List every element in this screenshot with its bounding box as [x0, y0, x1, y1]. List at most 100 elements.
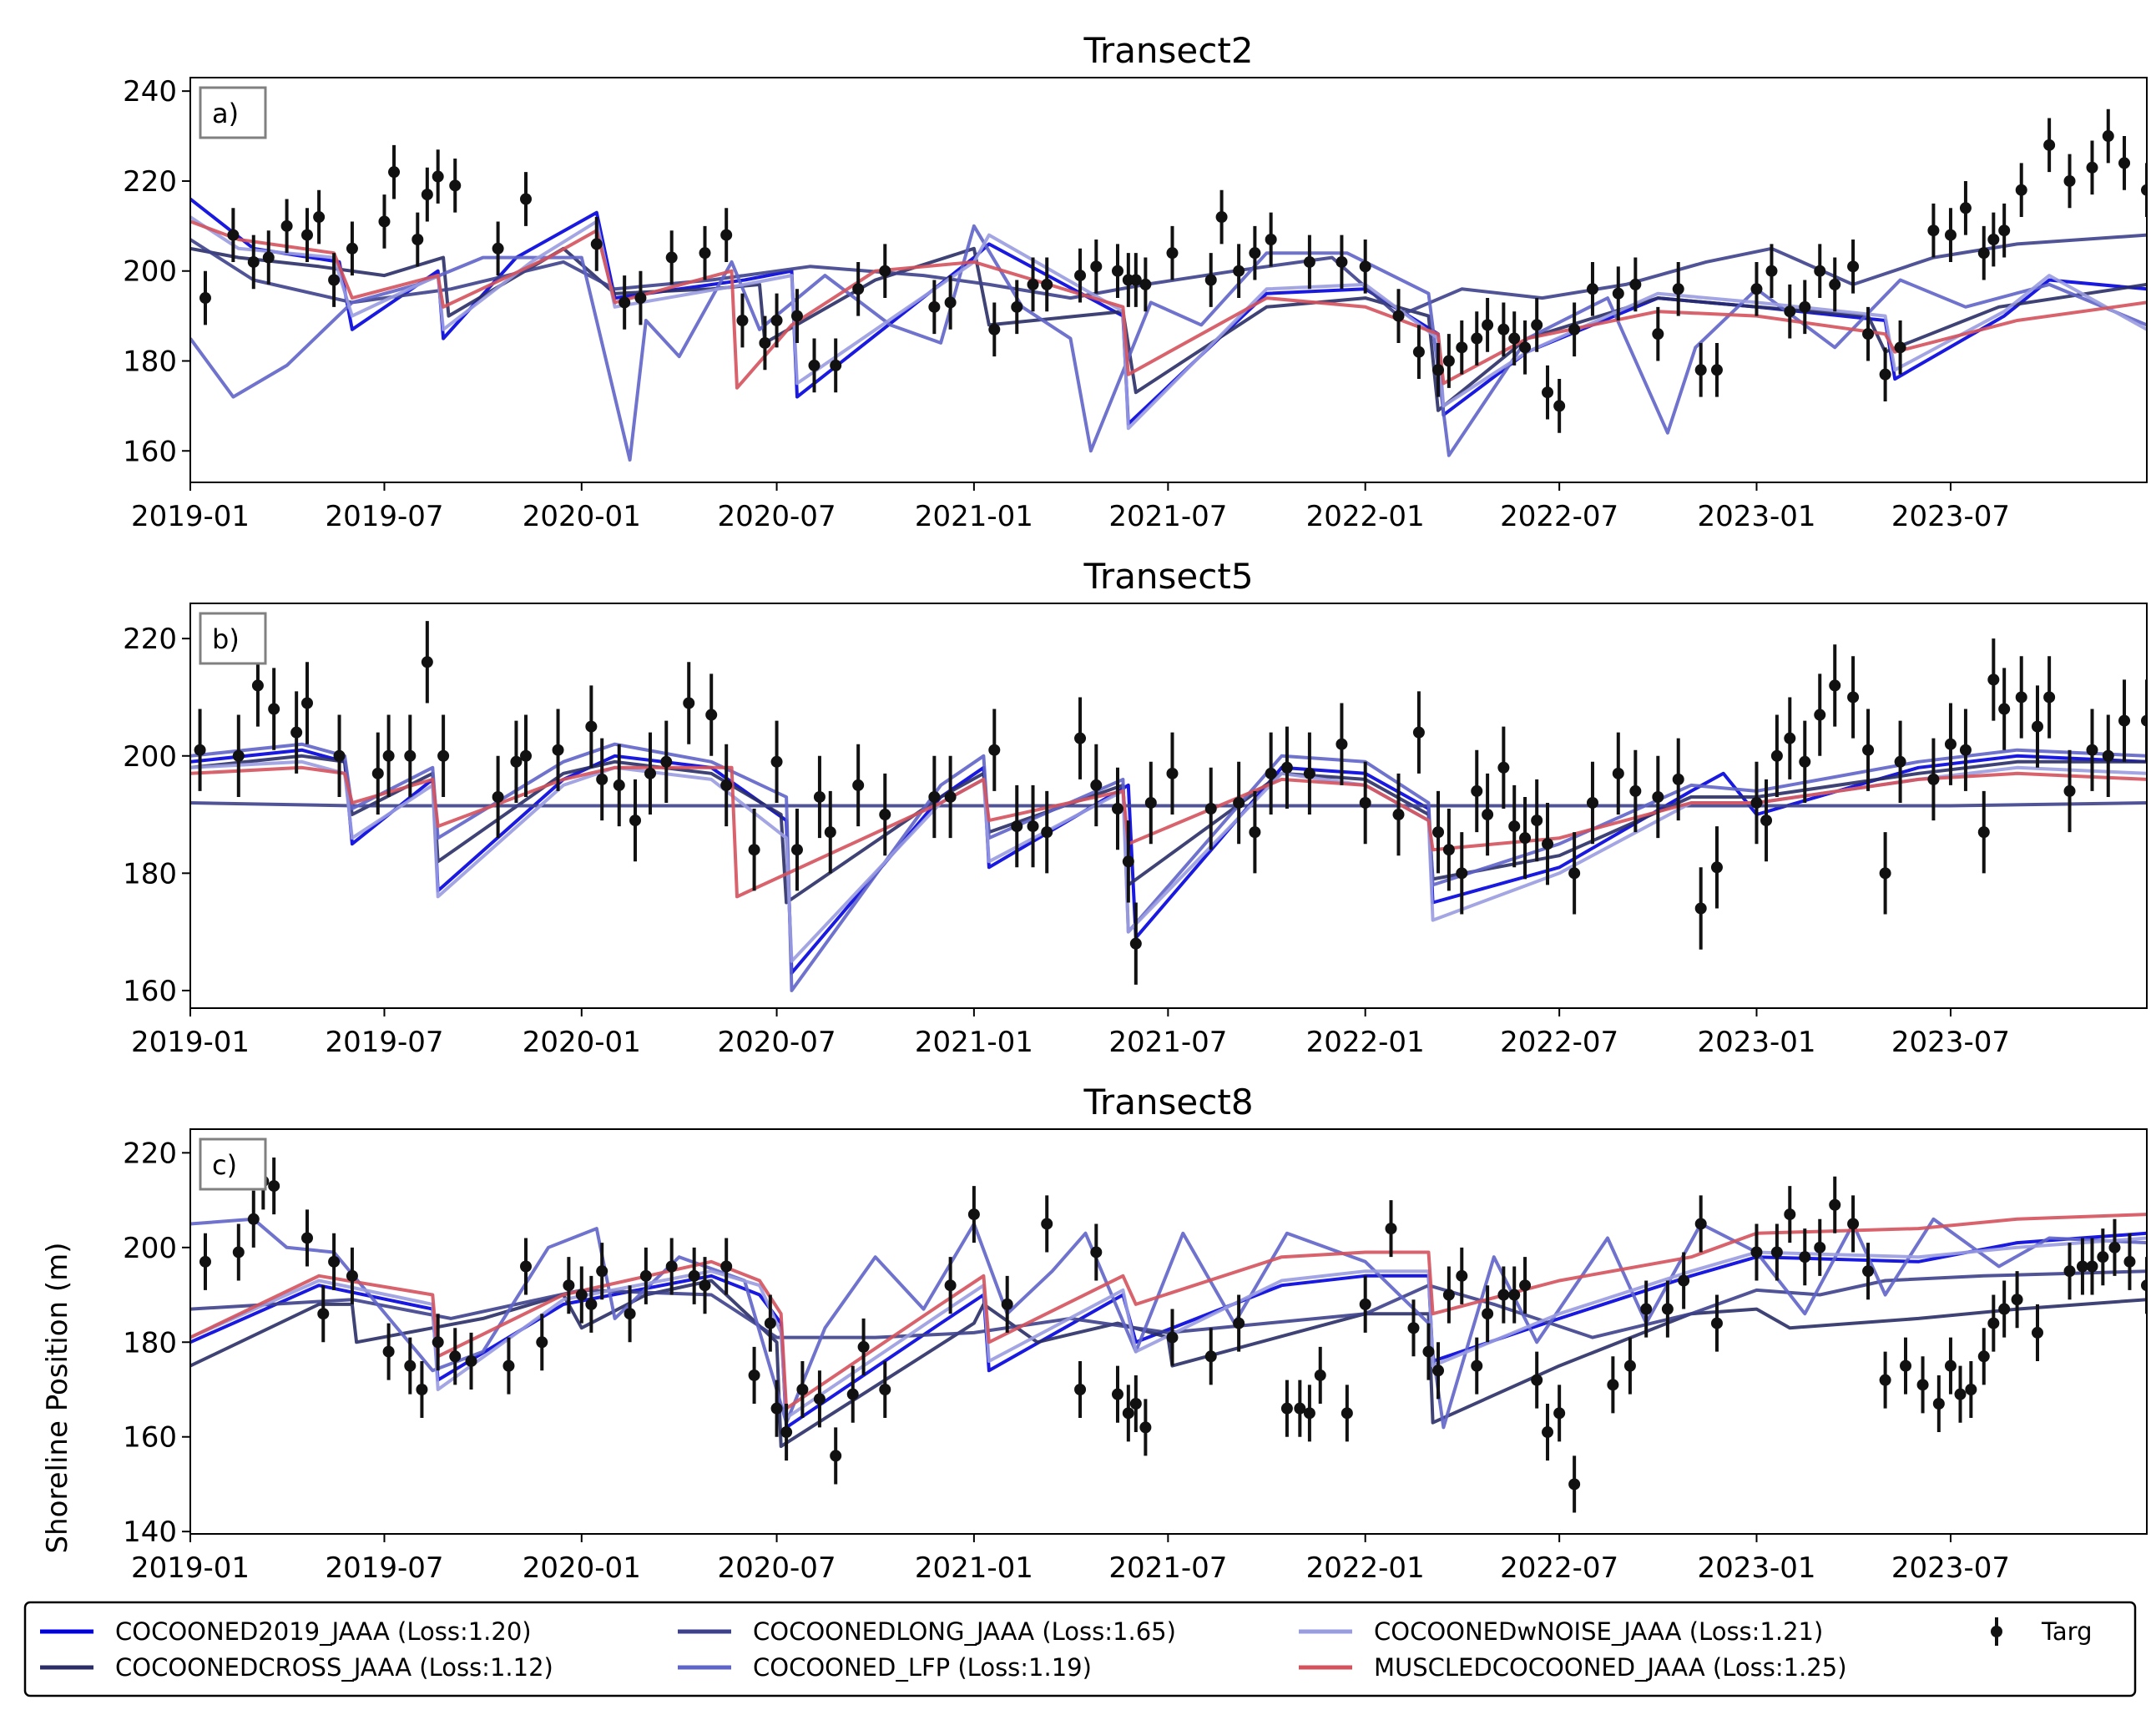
- target-point: [1879, 867, 1891, 880]
- x-tick-label: 2020-01: [523, 1551, 641, 1585]
- x-tick-label: 2021-01: [915, 1026, 1033, 1059]
- target-point: [1303, 255, 1315, 268]
- x-tick-label: 2021-07: [1108, 1026, 1227, 1059]
- target-point: [944, 296, 957, 309]
- target-point: [1027, 278, 1039, 290]
- target-point: [575, 1289, 588, 1301]
- x-tick-label: 2023-07: [1891, 1551, 2010, 1585]
- target-point: [1508, 332, 1521, 345]
- target-point: [1862, 744, 1875, 756]
- target-point: [1090, 260, 1103, 273]
- target-point: [1750, 1246, 1763, 1259]
- x-tick-label: 2022-07: [1500, 1026, 1618, 1059]
- legend-label: COCOONEDLONG_JAAA (Loss:1.65): [753, 1617, 1176, 1646]
- x-tick-label: 2022-01: [1306, 1551, 1425, 1585]
- target-point: [1750, 283, 1763, 295]
- target-point: [1090, 779, 1103, 791]
- target-point: [585, 720, 598, 733]
- target-point: [683, 697, 695, 709]
- target-point: [1694, 902, 1707, 915]
- target-point: [1359, 1298, 1371, 1310]
- target-point: [1944, 229, 1957, 241]
- target-point: [313, 211, 326, 224]
- target-point: [770, 755, 783, 768]
- legend-item: COCOONED_LFP (Loss:1.19): [678, 1653, 1092, 1682]
- target-point: [2063, 784, 2076, 797]
- target-point: [770, 315, 783, 326]
- target-point: [1959, 744, 1972, 756]
- target-point: [1111, 803, 1123, 815]
- target-point: [1314, 1369, 1326, 1381]
- target-point: [780, 1426, 793, 1439]
- target-point: [388, 166, 401, 179]
- target-point: [251, 679, 264, 692]
- target-point: [1954, 1388, 1967, 1400]
- y-tick-label: 220: [123, 623, 177, 656]
- target-point: [1977, 1350, 1990, 1363]
- target-point: [1249, 247, 1261, 260]
- target-point: [300, 1232, 313, 1244]
- target-point: [2076, 1260, 2088, 1273]
- target-point: [300, 697, 313, 709]
- target-point: [1233, 796, 1245, 809]
- target-point: [736, 315, 749, 326]
- target-point: [764, 1317, 776, 1329]
- target-point: [1710, 861, 1723, 874]
- target-point: [1456, 341, 1468, 354]
- target-point: [1482, 1308, 1494, 1320]
- x-tick-label: 2023-01: [1697, 1026, 1815, 1059]
- target-point: [846, 1388, 859, 1400]
- target-point: [2031, 1326, 2043, 1339]
- target-point: [2102, 749, 2114, 762]
- panel-label: b): [212, 623, 240, 655]
- x-tick-label: 2019-07: [325, 1551, 443, 1585]
- target-point: [613, 779, 625, 791]
- target-point: [416, 1383, 428, 1395]
- target-point: [720, 1260, 733, 1273]
- target-point: [1586, 283, 1598, 295]
- target-point: [639, 1269, 652, 1282]
- target-point: [1482, 809, 1494, 821]
- target-point: [857, 1340, 870, 1353]
- target-point: [1122, 855, 1134, 868]
- target-point: [1894, 341, 1906, 354]
- series-line-5: [190, 215, 2147, 431]
- target-point: [1233, 265, 1245, 277]
- target-point: [1111, 1388, 1123, 1400]
- panel-3: Transect8 140 160 180 200 220 2019-01 2019-07 20…: [123, 1082, 2148, 1585]
- target-point: [699, 247, 711, 260]
- target-point: [1900, 1359, 1912, 1372]
- target-point: [928, 790, 941, 803]
- target-point: [2086, 161, 2098, 174]
- target-point: [1987, 234, 2000, 245]
- x-tick-label: 2023-01: [1697, 500, 1815, 533]
- legend-label: COCOONEDCROSS_JAAA (Loss:1.12): [115, 1653, 553, 1682]
- target-point: [1090, 1246, 1103, 1259]
- target-point: [1694, 364, 1707, 376]
- target-point: [2043, 139, 2056, 151]
- series-line-4: [190, 742, 2147, 992]
- target-point: [432, 170, 444, 183]
- x-tick-label: 2019-01: [131, 1026, 250, 1059]
- target-point: [421, 656, 433, 668]
- y-tick-label: 220: [123, 165, 177, 199]
- target-point: [1542, 386, 1554, 399]
- target-point: [1027, 820, 1039, 833]
- target-point: [1303, 1407, 1315, 1420]
- x-tick-label: 2022-07: [1500, 1551, 1618, 1585]
- target-point: [520, 749, 533, 762]
- target-point: [1432, 826, 1445, 839]
- target-point: [1422, 1345, 1435, 1358]
- target-point: [1412, 726, 1425, 739]
- target-point: [199, 1255, 211, 1268]
- target-point: [449, 179, 462, 192]
- y-tick-label: 220: [123, 1137, 177, 1170]
- target-point: [796, 1383, 809, 1395]
- target-point: [665, 1260, 678, 1273]
- legend-item: COCOONEDLONG_JAAA (Loss:1.65): [678, 1617, 1176, 1646]
- target-point: [2123, 1255, 2136, 1268]
- target-point: [1770, 749, 1783, 762]
- target-point: [1139, 1421, 1152, 1434]
- target-point: [1814, 709, 1826, 721]
- target-point: [1359, 260, 1371, 273]
